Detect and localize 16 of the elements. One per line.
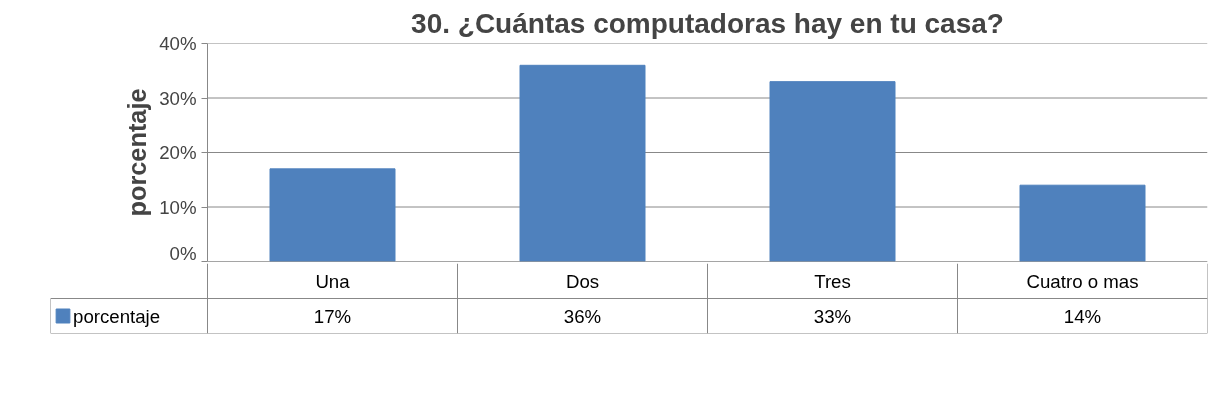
y-tick-label: 20% [159,142,197,163]
y-axis-title: porcentaje [123,88,152,217]
x-tick-label: Una [315,270,351,292]
y-tick-label: 0% [169,242,197,264]
y-tick-label: 10% [159,196,197,218]
y-tick-label: 30% [159,87,197,109]
text: 17% [313,305,352,327]
y-tick-label: 40% [159,33,197,54]
chart-title: 30. ¿Cuántas computadoras hay en tu casa? [411,7,1004,39]
x-tick-label: Dos [565,270,600,292]
text: 14% [1063,305,1102,327]
text: 33% [813,305,852,327]
x-tick-label: Tres [814,270,851,292]
x-tick-label: Cuatro o mas [1026,270,1139,292]
legend-label: porcentaje [73,305,161,327]
text: 36% [563,305,602,327]
